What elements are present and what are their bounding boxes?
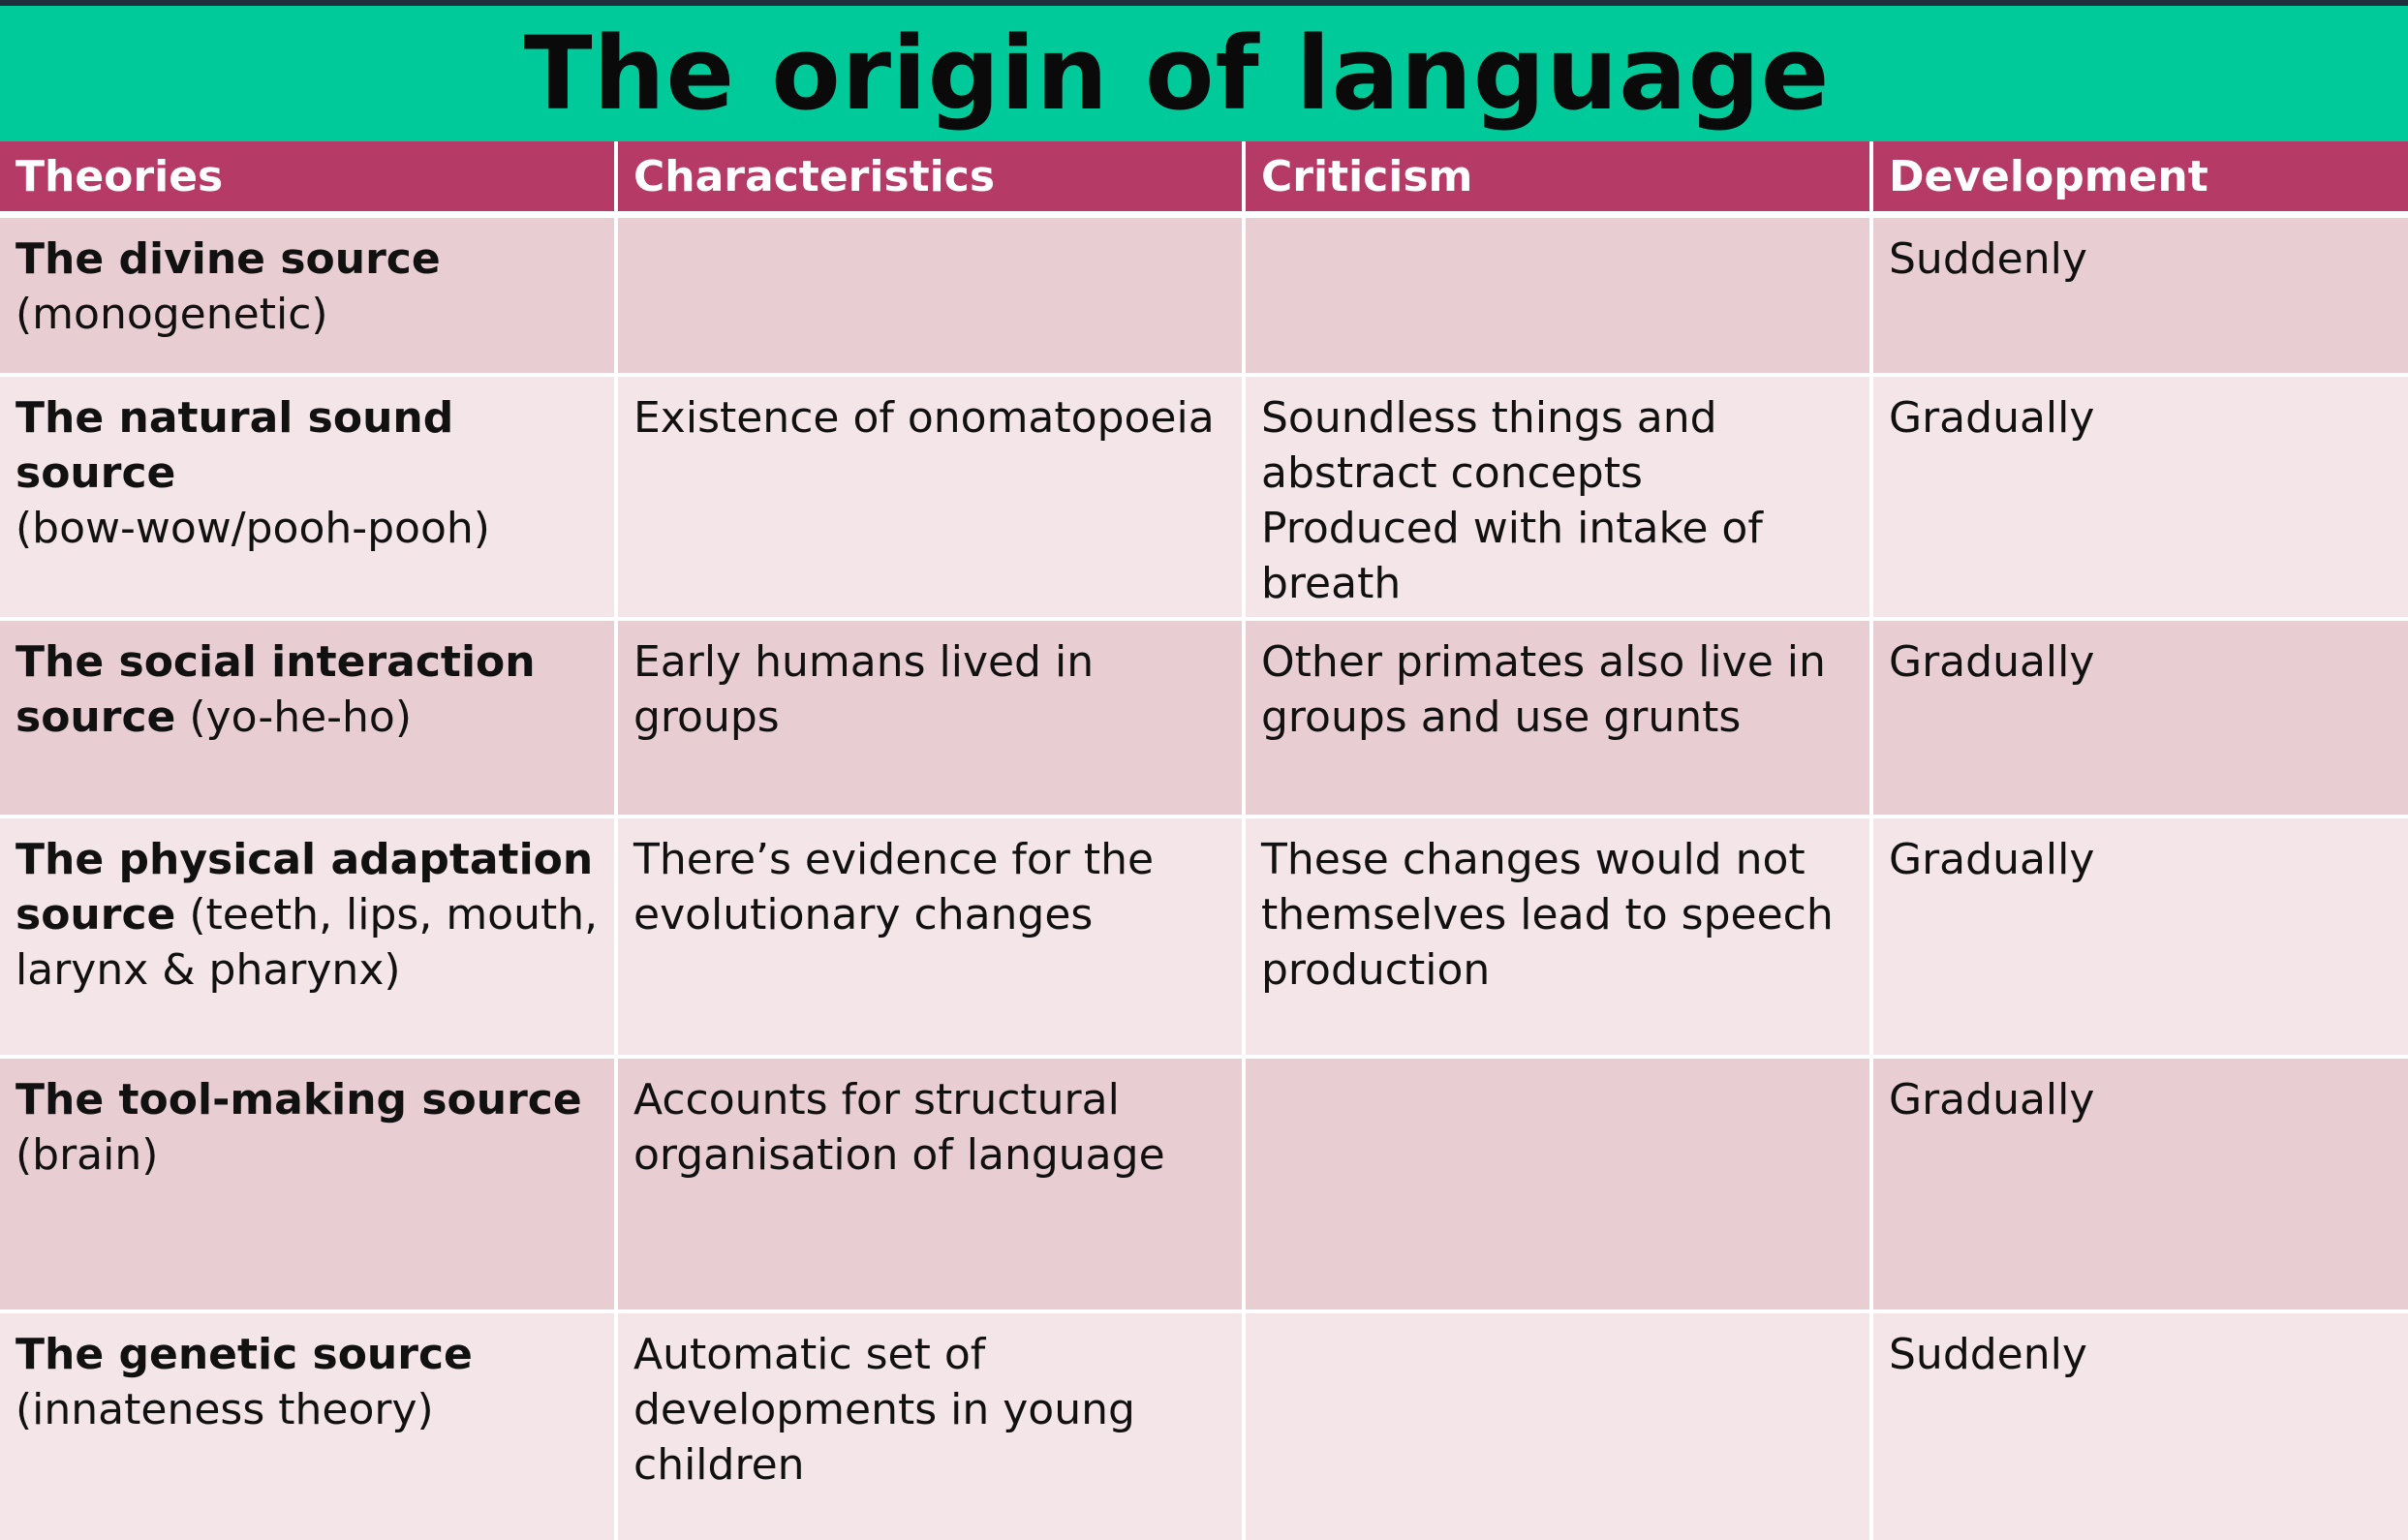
development-cell: Suddenly bbox=[1869, 1309, 2408, 1540]
characteristics-cell: Accounts for structural organisation of … bbox=[614, 1055, 1244, 1311]
characteristics-cell: Early humans lived in groups bbox=[614, 617, 1244, 816]
header-criticism: Criticism bbox=[1242, 141, 1871, 218]
development-cell: Suddenly bbox=[1869, 212, 2408, 375]
criticism-cell bbox=[1242, 1309, 1871, 1540]
characteristics-cell: Existence of onomatopoeia bbox=[614, 373, 1244, 619]
header-characteristics: Characteristics bbox=[614, 141, 1244, 218]
criticism-cell: Soundless things and abstract concepts P… bbox=[1242, 373, 1871, 619]
theory-detail: (innateness theory) bbox=[15, 1385, 434, 1434]
theory-detail: (bow-wow/pooh-pooh) bbox=[15, 504, 490, 553]
development-cell: Gradually bbox=[1869, 815, 2408, 1057]
development-cell: Gradually bbox=[1869, 1055, 2408, 1311]
development-cell: Gradually bbox=[1869, 617, 2408, 816]
table-row: The physical adaptation source (teeth, l… bbox=[0, 815, 2408, 1057]
table-row: The genetic source (innateness theory) Au… bbox=[0, 1309, 2408, 1540]
theory-name: The divine source bbox=[15, 234, 441, 284]
theory-cell: The divine source (monogenetic) bbox=[0, 212, 616, 375]
theories-table: Theories Characteristics Criticism Devel… bbox=[0, 141, 2408, 1540]
criticism-cell: These changes would not themselves lead … bbox=[1242, 815, 1871, 1057]
theory-detail: (brain) bbox=[15, 1130, 159, 1180]
table-row: The natural sound source (bow-wow/pooh-po… bbox=[0, 373, 2408, 619]
slide-title: The origin of language bbox=[523, 15, 1831, 133]
characteristics-cell: There’s evidence for the evolutionary ch… bbox=[614, 815, 1244, 1057]
theory-cell: The natural sound source (bow-wow/pooh-po… bbox=[0, 373, 616, 619]
table-row: The tool-making source (brain) Accounts f… bbox=[0, 1055, 2408, 1311]
theory-detail: (teeth, lips, mouth, larynx & pharynx) bbox=[15, 890, 599, 995]
theory-name: The genetic source bbox=[15, 1330, 473, 1379]
theory-name: The physical adaptation source bbox=[15, 835, 594, 939]
theory-cell: The tool-making source (brain) bbox=[0, 1055, 616, 1311]
header-row: Theories Characteristics Criticism Devel… bbox=[0, 141, 2408, 218]
theory-cell: The genetic source (innateness theory) bbox=[0, 1309, 616, 1540]
theory-name: The natural sound source bbox=[15, 393, 454, 498]
characteristics-cell bbox=[614, 212, 1244, 375]
table-row: The social interaction source (yo-he-ho)… bbox=[0, 617, 2408, 816]
criticism-cell bbox=[1242, 212, 1871, 375]
header-theories: Theories bbox=[0, 141, 616, 218]
theory-name: The tool-making source bbox=[15, 1075, 582, 1124]
theory-cell: The social interaction source (yo-he-ho) bbox=[0, 617, 616, 816]
theory-cell: The physical adaptation source (teeth, l… bbox=[0, 815, 616, 1057]
top-rule bbox=[0, 0, 2408, 6]
title-band: The origin of language bbox=[0, 6, 2408, 144]
header-development: Development bbox=[1869, 141, 2408, 218]
characteristics-cell: Automatic set of developments in young c… bbox=[614, 1309, 1244, 1540]
development-cell: Gradually bbox=[1869, 373, 2408, 619]
theory-name: The social interaction source bbox=[15, 637, 536, 742]
criticism-cell bbox=[1242, 1055, 1871, 1311]
table-row: The divine source (monogenetic) Suddenly bbox=[0, 212, 2408, 375]
theory-detail: (yo-he-ho) bbox=[189, 693, 412, 742]
criticism-cell: Other primates also live in groups and u… bbox=[1242, 617, 1871, 816]
theory-detail: (monogenetic) bbox=[15, 290, 328, 339]
